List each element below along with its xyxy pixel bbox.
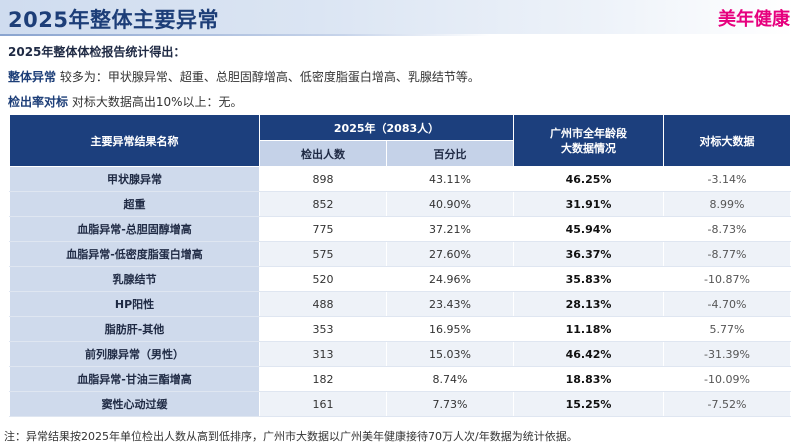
row-city-cell: 31.91% [513,191,665,217]
row-count-cell: 575 [259,241,387,267]
row-name-cell: 血脂异常-低密度脂蛋白增高 [9,241,260,267]
table-row: 前列腺异常（男性） 313 15.03% 46.42% -31.39% [9,341,792,367]
row-pct-cell: 40.90% [385,191,515,217]
row-pct-cell: 43.11% [385,166,515,192]
row-city-cell: 46.42% [513,341,665,367]
row-diff-cell: 8.99% [663,191,792,217]
row-pct-cell: 8.74% [385,366,515,392]
intro-text: 2025年整体体检报告统计得出： [8,45,186,59]
col-header-city-line1: 广州市全年龄段 [550,126,628,140]
row-count-cell: 182 [259,366,387,392]
row-name-cell: 甲状腺异常 [9,166,260,192]
summary-overall-text: 较多为：甲状腺异常、超重、总胆固醇增高、低密度脂蛋白增高、乳腺结节等。 [59,70,480,84]
row-city-cell: 11.18% [513,316,665,342]
row-city-cell: 36.37% [513,241,665,267]
row-count-cell: 520 [259,266,387,292]
row-city-cell: 18.83% [513,366,665,392]
row-diff-cell: -7.52% [663,391,792,417]
table-row: 超重 852 40.90% 31.91% 8.99% [9,191,792,217]
row-diff-cell: -4.70% [663,291,792,317]
row-count-cell: 775 [259,216,387,242]
row-count-cell: 313 [259,341,387,367]
row-city-cell: 35.83% [513,266,665,292]
row-name-cell: 脂肪肝-其他 [9,316,260,342]
table-row: 窦性心动过缓 161 7.73% 15.25% -7.52% [9,391,792,417]
table-row: 甲状腺异常 898 43.11% 46.25% -3.14% [9,166,792,192]
row-city-cell: 28.13% [513,291,665,317]
row-pct-cell: 7.73% [385,391,515,417]
row-diff-cell: -10.87% [663,266,792,292]
table-row: HP阳性 488 23.43% 28.13% -4.70% [9,291,792,317]
row-count-cell: 488 [259,291,387,317]
summary-benchmark-label: 检出率对标 [8,95,69,109]
summary-overall: 整体异常 较多为：甲状腺异常、超重、总胆固醇增高、低密度脂蛋白增高、乳腺结节等。 [8,68,480,85]
row-count-cell: 898 [259,166,387,192]
footnote: 注：异常结果按2025年单位检出人数从高到低排序，广州市大数据以广州美年健康接待… [4,430,578,443]
row-name-cell: 窦性心动过缓 [9,391,260,417]
row-diff-cell: -31.39% [663,341,792,367]
row-city-cell: 46.25% [513,166,665,192]
title-band [0,0,794,34]
row-pct-cell: 16.95% [385,316,515,342]
row-diff-cell: -10.09% [663,366,792,392]
row-count-cell: 852 [259,191,387,217]
row-name-cell: 超重 [9,191,260,217]
table-row: 血脂异常-低密度脂蛋白增高 575 27.60% 36.37% -8.77% [9,241,792,267]
col-header-city: 广州市全年龄段 大数据情况 [513,114,665,167]
row-city-cell: 15.25% [513,391,665,417]
col-header-pct: 百分比 [385,140,515,167]
row-diff-cell: -3.14% [663,166,792,192]
row-name-cell: 血脂异常-甘油三酯增高 [9,366,260,392]
title-divider [0,34,490,36]
col-header-group: 2025年（2083人） [258,114,515,141]
row-pct-cell: 24.96% [385,266,515,292]
row-pct-cell: 15.03% [385,341,515,367]
row-count-cell: 161 [259,391,387,417]
row-pct-cell: 23.43% [385,291,515,317]
row-name-cell: 血脂异常-总胆固醇增高 [9,216,260,242]
row-diff-cell: 5.77% [663,316,792,342]
row-diff-cell: -8.73% [663,216,792,242]
row-diff-cell: -8.77% [663,241,792,267]
row-name-cell: 乳腺结节 [9,266,260,292]
table-row: 乳腺结节 520 24.96% 35.83% -10.87% [9,266,792,292]
row-name-cell: HP阳性 [9,291,260,317]
row-city-cell: 45.94% [513,216,665,242]
summary-benchmark-text: 对标大数据高出10%以上：无。 [71,95,243,109]
table-row: 血脂异常-甘油三酯增高 182 8.74% 18.83% -10.09% [9,366,792,392]
col-header-city-line2: 大数据情况 [561,141,617,155]
row-pct-cell: 27.60% [385,241,515,267]
col-header-diff: 对标大数据 [663,114,792,167]
row-pct-cell: 37.21% [385,216,515,242]
row-count-cell: 353 [259,316,387,342]
col-header-count: 检出人数 [259,140,387,167]
col-header-name: 主要异常结果名称 [9,114,260,167]
summary-benchmark: 检出率对标 对标大数据高出10%以上：无。 [8,93,243,110]
page-title: 2025年整体主要异常 [8,8,219,32]
brand-logo: 美年健康 [718,9,790,30]
row-name-cell: 前列腺异常（男性） [9,341,260,367]
table-row: 血脂异常-总胆固醇增高 775 37.21% 45.94% -8.73% [9,216,792,242]
table-row: 脂肪肝-其他 353 16.95% 11.18% 5.77% [9,316,792,342]
summary-overall-label: 整体异常 [8,70,57,84]
abnormality-table: 主要异常结果名称 2025年（2083人） 广州市全年龄段 大数据情况 对标大数… [9,114,792,417]
